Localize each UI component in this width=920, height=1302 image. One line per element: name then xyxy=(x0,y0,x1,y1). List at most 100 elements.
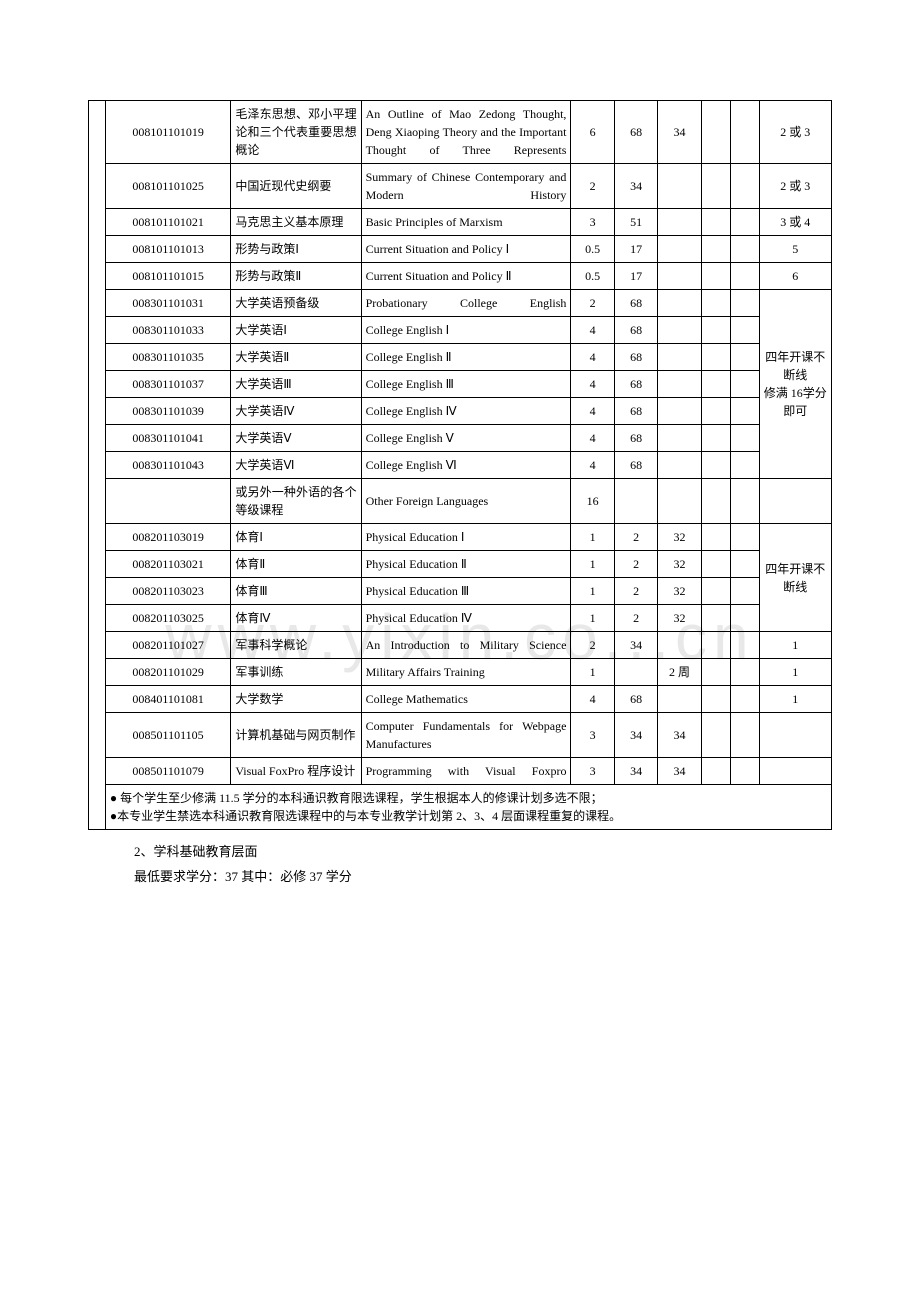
credits: 4 xyxy=(571,344,614,371)
hours-3 xyxy=(701,209,730,236)
hours-2: 32 xyxy=(658,524,701,551)
remark: 6 xyxy=(759,263,831,290)
table-row: 008301101039大学英语ⅣCollege English Ⅳ468 xyxy=(89,398,832,425)
hours-2: 34 xyxy=(658,713,701,758)
hours-1: 17 xyxy=(614,236,657,263)
course-name-cn: 大学英语预备级 xyxy=(231,290,361,317)
course-name-cn: 大学英语Ⅴ xyxy=(231,425,361,452)
hours-4 xyxy=(730,758,759,785)
credits: 2 xyxy=(571,164,614,209)
table-row: 008101101015形势与政策ⅡCurrent Situation and … xyxy=(89,263,832,290)
course-name-cn: 大学英语Ⅳ xyxy=(231,398,361,425)
course-name-en: Military Affairs Training xyxy=(361,659,571,686)
footer-line: 2、学科基础教育层面 xyxy=(134,840,832,865)
course-code: 008101101013 xyxy=(105,236,230,263)
table-row: 008201103019体育ⅠPhysical Education Ⅰ1232四… xyxy=(89,524,832,551)
remark-group: 四年开课不断线 修满 16学分即可 xyxy=(759,290,831,479)
table-row: 008101101025中国近现代史纲要Summary of Chinese C… xyxy=(89,164,832,209)
course-name-en: Current Situation and Policy Ⅰ xyxy=(361,236,571,263)
hours-1 xyxy=(614,479,657,524)
hours-4 xyxy=(730,236,759,263)
table-row: 008201101029军事训练Military Affairs Trainin… xyxy=(89,659,832,686)
hours-1: 17 xyxy=(614,263,657,290)
hours-4 xyxy=(730,713,759,758)
course-name-cn: 军事训练 xyxy=(231,659,361,686)
course-name-en: College English Ⅱ xyxy=(361,344,571,371)
credits: 1 xyxy=(571,578,614,605)
table-row: 008101101013形势与政策ⅠCurrent Situation and … xyxy=(89,236,832,263)
hours-2: 32 xyxy=(658,578,701,605)
hours-1: 34 xyxy=(614,713,657,758)
hours-2: 32 xyxy=(658,605,701,632)
hours-4 xyxy=(730,290,759,317)
hours-3 xyxy=(701,578,730,605)
hours-4 xyxy=(730,524,759,551)
course-code: 008301101039 xyxy=(105,398,230,425)
course-name-cn: 军事科学概论 xyxy=(231,632,361,659)
hours-2 xyxy=(658,164,701,209)
remark: 1 xyxy=(759,659,831,686)
hours-3 xyxy=(701,317,730,344)
credits: 0.5 xyxy=(571,236,614,263)
course-name-en: College English Ⅰ xyxy=(361,317,571,344)
hours-3 xyxy=(701,452,730,479)
hours-4 xyxy=(730,371,759,398)
course-name-en: College English Ⅲ xyxy=(361,371,571,398)
course-code: 008301101043 xyxy=(105,452,230,479)
hours-1: 68 xyxy=(614,371,657,398)
course-code: 008301101031 xyxy=(105,290,230,317)
hours-4 xyxy=(730,425,759,452)
note-line: ● 每个学生至少修满 11.5 学分的本科通识教育限选课程，学生根据本人的修课计… xyxy=(110,789,827,807)
remark: 2 或 3 xyxy=(759,164,831,209)
credits: 4 xyxy=(571,317,614,344)
course-name-cn: 形势与政策Ⅰ xyxy=(231,236,361,263)
hours-3 xyxy=(701,686,730,713)
course-code: 008201103025 xyxy=(105,605,230,632)
course-name-cn: 大学英语Ⅲ xyxy=(231,371,361,398)
course-name-en: Physical Education Ⅳ xyxy=(361,605,571,632)
hours-2: 34 xyxy=(658,101,701,164)
hours-2 xyxy=(658,425,701,452)
hours-3 xyxy=(701,758,730,785)
hours-4 xyxy=(730,551,759,578)
hours-3 xyxy=(701,236,730,263)
course-name-cn: Visual FoxPro 程序设计 xyxy=(231,758,361,785)
remark: 3 或 4 xyxy=(759,209,831,236)
course-name-en: Physical Education Ⅲ xyxy=(361,578,571,605)
course-table: 008101101019毛泽东思想、邓小平理论和三个代表重要思想概论An Out… xyxy=(88,100,832,830)
course-code: 008101101025 xyxy=(105,164,230,209)
course-name-en: Physical Education Ⅰ xyxy=(361,524,571,551)
course-code xyxy=(105,479,230,524)
hours-3 xyxy=(701,164,730,209)
course-name-en: Summary of Chinese Contemporary and Mode… xyxy=(361,164,571,209)
hours-2 xyxy=(658,686,701,713)
course-code: 008201103023 xyxy=(105,578,230,605)
course-code: 008201101027 xyxy=(105,632,230,659)
hours-3 xyxy=(701,425,730,452)
table-notes: ● 每个学生至少修满 11.5 学分的本科通识教育限选课程，学生根据本人的修课计… xyxy=(105,785,831,830)
remark: 1 xyxy=(759,686,831,713)
hours-4 xyxy=(730,686,759,713)
course-code: 008301101035 xyxy=(105,344,230,371)
credits: 6 xyxy=(571,101,614,164)
course-name-en: College English Ⅴ xyxy=(361,425,571,452)
table-row: 008201103023体育ⅢPhysical Education Ⅲ1232 xyxy=(89,578,832,605)
remark-group: 四年开课不断线 xyxy=(759,524,831,632)
credits: 4 xyxy=(571,452,614,479)
remark: 2 或 3 xyxy=(759,101,831,164)
hours-4 xyxy=(730,101,759,164)
hours-2 xyxy=(658,632,701,659)
hours-2 xyxy=(658,398,701,425)
hours-4 xyxy=(730,398,759,425)
course-name-cn: 大学英语Ⅱ xyxy=(231,344,361,371)
remark: 5 xyxy=(759,236,831,263)
hours-3 xyxy=(701,479,730,524)
hours-2 xyxy=(658,371,701,398)
hours-2: 32 xyxy=(658,551,701,578)
course-name-en: Basic Principles of Marxism xyxy=(361,209,571,236)
hours-2 xyxy=(658,452,701,479)
credits: 4 xyxy=(571,371,614,398)
course-code: 008501101079 xyxy=(105,758,230,785)
credits: 3 xyxy=(571,713,614,758)
course-name-cn: 体育Ⅳ xyxy=(231,605,361,632)
